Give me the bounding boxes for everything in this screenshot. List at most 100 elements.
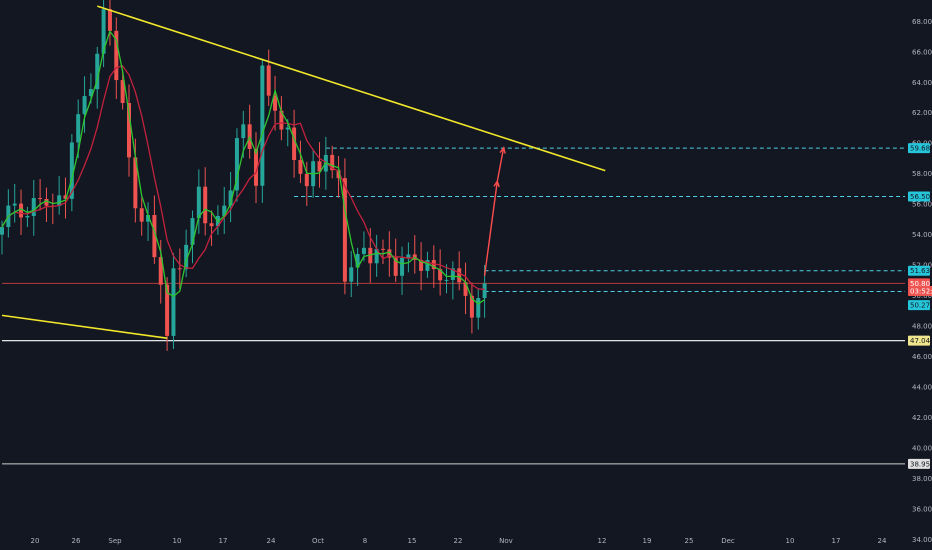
candle-body <box>165 284 170 336</box>
candle-body <box>400 257 405 276</box>
candle-body <box>120 80 125 104</box>
y-tick-label: 40.00 <box>912 444 932 452</box>
candle-body <box>393 257 398 276</box>
candle-body <box>63 195 68 199</box>
candle-body <box>476 298 481 318</box>
price-label-box <box>908 285 932 296</box>
candle-body <box>222 205 227 216</box>
candle-body <box>279 110 284 130</box>
candle-body <box>463 282 468 296</box>
candle-body <box>469 295 474 318</box>
candle-body <box>12 203 17 206</box>
candle-body <box>336 170 341 179</box>
x-tick-label: Oct <box>312 537 324 545</box>
candle-body <box>381 248 385 250</box>
candle-body <box>387 249 392 258</box>
price-label-text: 59.68 <box>910 145 930 153</box>
candle-body <box>107 9 112 31</box>
candle-body <box>349 267 354 282</box>
x-tick-label: 10 <box>173 537 182 545</box>
candle-body <box>482 283 487 299</box>
candle-body <box>76 114 81 143</box>
candle-body <box>19 203 24 218</box>
y-tick-label: 54.00 <box>912 231 932 239</box>
slow-moving-average <box>1 65 485 290</box>
candle-body <box>127 103 131 158</box>
x-tick-label: 24 <box>267 537 276 545</box>
candle-body <box>95 53 100 90</box>
x-tick-label: 19 <box>643 537 652 545</box>
x-tick-label: 24 <box>878 537 887 545</box>
candle-body <box>438 269 443 281</box>
candle-body <box>0 227 4 235</box>
x-tick-label: 10 <box>786 537 795 545</box>
candle-body <box>196 186 201 219</box>
trendlines <box>1 5 606 340</box>
candle-body <box>209 223 214 227</box>
candle-body <box>317 161 322 172</box>
candle-body <box>304 173 309 187</box>
candle-body <box>374 248 379 264</box>
y-tick-label: 48.00 <box>912 323 932 331</box>
x-tick-label: 12 <box>598 537 607 545</box>
candle-body <box>292 127 297 160</box>
candle-body <box>355 253 360 268</box>
candle-body <box>171 268 176 336</box>
price-label-text: 56.50 <box>910 193 930 201</box>
time-axis: 20 26 Sep 10 17 24 Oct 8 15 22 Nov 12 19 25 Dec 10 17 24 <box>31 537 887 545</box>
candle-body <box>152 215 157 258</box>
y-tick-label: 62.00 <box>912 109 932 117</box>
y-tick-label: 46.00 <box>912 353 932 361</box>
y-tick-label: 42.00 <box>912 414 932 422</box>
candle-body <box>450 268 455 280</box>
candle-body <box>101 9 106 54</box>
candle-body <box>190 218 195 245</box>
arrow-head <box>499 146 506 154</box>
price-label-box <box>908 300 930 311</box>
y-tick-label: 52.00 <box>912 262 932 270</box>
x-tick-label: 15 <box>408 537 417 545</box>
candle-body <box>361 247 366 254</box>
price-label-box <box>908 278 930 289</box>
price-label-box <box>908 265 930 276</box>
candle-body <box>254 148 258 186</box>
candle-body <box>285 127 290 130</box>
candle-body <box>444 279 449 281</box>
y-tick-label: 58.00 <box>912 170 932 178</box>
candle-body <box>158 257 163 285</box>
x-tick-label: 17 <box>219 537 228 545</box>
candle-body <box>457 268 462 283</box>
x-tick-label: 26 <box>72 537 81 545</box>
candle-body <box>57 195 62 207</box>
candle-body <box>31 198 36 217</box>
upper-trendline <box>97 5 606 172</box>
candle-body <box>298 159 303 174</box>
candle-body <box>234 138 239 191</box>
candle-body <box>184 244 189 270</box>
x-tick-label: Sep <box>108 537 122 545</box>
y-tick-label: 50.00 <box>912 292 932 300</box>
candle-body <box>38 198 43 200</box>
candle-body <box>25 216 30 218</box>
projection-arrow <box>483 146 506 276</box>
y-tick-label: 38.00 <box>912 475 932 483</box>
candle-body <box>82 96 87 115</box>
x-tick-label: Nov <box>499 537 513 545</box>
candle-body <box>273 95 278 111</box>
y-tick-label: 66.00 <box>912 48 932 56</box>
candle-body <box>260 65 265 186</box>
candle-body <box>330 154 335 171</box>
price-label-box <box>908 458 930 469</box>
x-tick-label: 8 <box>363 537 367 545</box>
price-label-text: 38.95 <box>910 460 930 468</box>
candle-body <box>241 124 246 139</box>
price-label-text: 50.80 <box>910 280 930 288</box>
price-label-text: 03:52:03 <box>910 287 932 295</box>
price-label-box <box>908 191 930 202</box>
price-label-text: 47.04 <box>910 337 931 345</box>
candle-body <box>342 178 347 282</box>
y-tick-label: 36.00 <box>912 505 932 513</box>
candle-body <box>419 259 424 271</box>
